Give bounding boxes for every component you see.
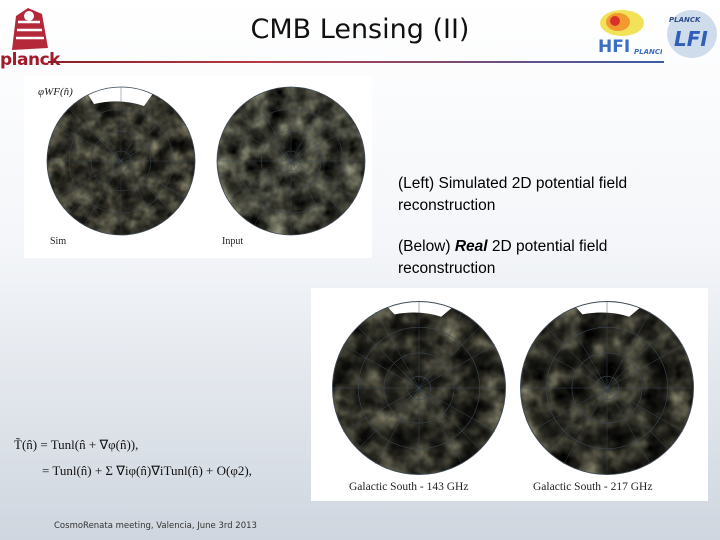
slide-title: CMB Lensing (II) — [250, 14, 470, 45]
lfi-logo-icon: PLANCK LFI — [667, 10, 717, 58]
hfi-logo-icon: HFI PLANCK — [598, 10, 662, 57]
sim-sky-map — [44, 84, 198, 238]
footer-text: CosmoRenata meeting, Valencia, June 3rd … — [54, 521, 257, 531]
caption-below: (Below) Real 2D potential field reconstr… — [398, 236, 698, 280]
equation-line-1: T̃(n̂) = Tunl(n̂ + ∇φ(n̂)), — [14, 437, 139, 452]
planck-wordmark: planck — [0, 50, 60, 70]
planck-logo-icon — [12, 8, 48, 50]
caption-below-emphasis: Real — [454, 238, 488, 255]
simulated-reconstruction-figure: φWF(n̂) Sim Input — [24, 76, 372, 258]
input-sky-map — [214, 84, 368, 238]
sky-map-217ghz — [517, 298, 697, 478]
caption-below-suffix: 2D potential field reconstruction — [398, 238, 608, 277]
title-divider — [48, 61, 664, 63]
equation-line-2: = Tunl(n̂) + Σ ∇iφ(n̂)∇iTunl(n̂) + O(φ2)… — [42, 463, 252, 478]
galactic-south-143-label: Galactic South - 143 GHz — [349, 481, 469, 493]
sky-map-143ghz — [329, 298, 509, 478]
hfi-logo-subtext: PLANCK — [634, 48, 662, 56]
caption-below-prefix: (Below) — [398, 238, 455, 255]
lensing-equation: T̃(n̂) = Tunl(n̂ + ∇φ(n̂)), = Tunl(n̂) +… — [14, 432, 252, 484]
input-label: Input — [222, 236, 244, 247]
hfi-logo-text: HFI — [598, 37, 630, 57]
lfi-logo-text: LFI — [674, 27, 708, 51]
phi-wf-label: φWF(n̂) — [38, 86, 73, 98]
galactic-south-217-label: Galactic South - 217 GHz — [533, 481, 653, 493]
lfi-logo-subtext: PLANCK — [669, 16, 701, 24]
caption-left: (Left) Simulated 2D potential field reco… — [398, 175, 628, 214]
sim-label: Sim — [50, 236, 67, 247]
real-reconstruction-figure: Galactic South - 143 GHz Galactic South … — [311, 288, 708, 501]
